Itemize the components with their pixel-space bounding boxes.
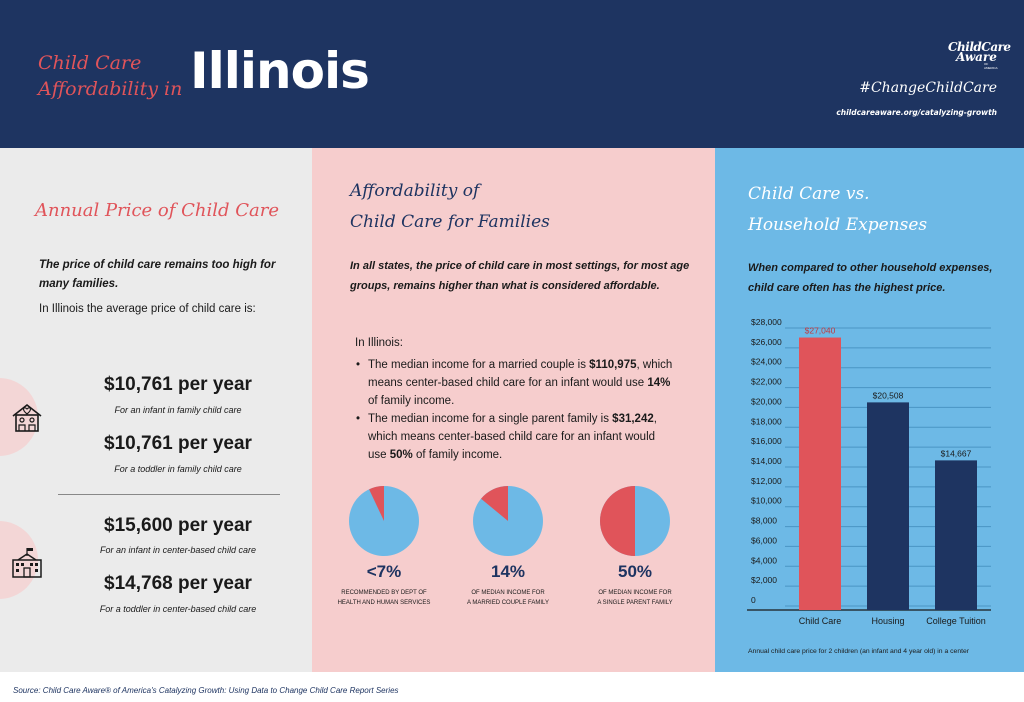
bar xyxy=(799,337,841,610)
data-label: $27,040 xyxy=(805,326,836,336)
price-infant-family: $10,761 per year xyxy=(104,374,252,395)
family-house-icon xyxy=(12,403,42,432)
annual-price-title: Annual Price of Child Care xyxy=(35,200,280,221)
source-citation: Source: Child Care Aware® of America's C… xyxy=(13,686,399,695)
childcare-aware-logo: ChildCare Aware OF AMERICA xyxy=(948,40,1011,70)
title-prefix-line1: Child Care xyxy=(38,52,142,74)
hashtag: #ChangeChildCare xyxy=(859,80,997,96)
y-tick-label: $28,000 xyxy=(751,317,782,327)
bar xyxy=(867,402,909,610)
y-tick-label: $18,000 xyxy=(751,416,782,426)
x-tick-label: College Tuition xyxy=(926,616,986,626)
footer: Source: Child Care Aware® of America's C… xyxy=(0,672,1024,702)
pie-single-label: 50% xyxy=(617,562,653,581)
married-income: $110,975 xyxy=(589,359,637,371)
pie-recommended-label: <7% xyxy=(366,562,402,581)
y-tick-label: $12,000 xyxy=(751,476,782,486)
affordability-title: Affordability of Child Care for Families xyxy=(350,176,550,238)
y-tick-label: 0 xyxy=(751,595,756,605)
annual-price-panel: Annual Price of Child Care The price of … xyxy=(0,148,312,672)
y-tick-label: $24,000 xyxy=(751,357,782,367)
income-bullets: The median income for a married couple i… xyxy=(356,356,676,464)
household-expenses-lead: When compared to other household expense… xyxy=(748,262,993,294)
title-prefix: Child Care Affordability in xyxy=(38,50,182,102)
price-infant-family-desc: For an infant in family child care xyxy=(114,405,242,415)
single-pct: 50% xyxy=(389,449,413,461)
pie-single-caption: OF MEDIAN INCOME FOR A SINGLE PARENT FAMI… xyxy=(597,590,673,606)
y-tick-label: $4,000 xyxy=(751,555,777,565)
bar xyxy=(935,460,977,610)
list-item: The median income for a single parent fa… xyxy=(356,410,676,464)
household-expenses-panel: Child Care vs. Household Expenses When c… xyxy=(715,148,1024,672)
price-infant-center-desc: For an infant in center-based child care xyxy=(100,545,256,555)
pie-slice xyxy=(600,486,635,556)
price-toddler-family-desc: For a toddler in family child care xyxy=(114,464,242,474)
annual-price-lead: The price of child care remains too high… xyxy=(39,259,276,290)
in-state-label: In Illinois: xyxy=(355,337,403,349)
divider xyxy=(58,494,280,495)
chart-note: Annual child care price for 2 children (… xyxy=(748,648,970,655)
married-pct: 14% xyxy=(647,377,671,389)
y-tick-label: $20,000 xyxy=(751,396,782,406)
pie-recommended xyxy=(349,486,419,556)
y-tick-label: $2,000 xyxy=(751,575,777,585)
pie-married-label: 14% xyxy=(490,562,526,581)
affordability-panel: Affordability of Child Care for Families… xyxy=(312,148,715,672)
price-infant-center: $15,600 per year xyxy=(104,515,252,536)
y-tick-label: $14,000 xyxy=(751,456,782,466)
site-url[interactable]: childcareaware.org/catalyzing-growth xyxy=(836,108,997,117)
household-expenses-title-line2: Household Expenses xyxy=(748,215,928,235)
pie-slice xyxy=(369,486,384,521)
y-tick-label: $16,000 xyxy=(751,436,782,446)
price-toddler-center-desc: For a toddler in center-based child care xyxy=(99,604,257,614)
affordability-lead: In all states, the price of child care i… xyxy=(350,260,690,292)
affordability-title-line2: Child Care for Families xyxy=(350,212,550,232)
x-tick-label: Housing xyxy=(871,616,904,626)
y-tick-label: $10,000 xyxy=(751,496,782,506)
household-expenses-title-line1: Child Care vs. xyxy=(748,184,870,204)
single-income: $31,242 xyxy=(612,413,654,425)
data-label: $20,508 xyxy=(873,390,904,400)
data-label: $14,667 xyxy=(941,448,972,458)
list-item: The median income for a married couple i… xyxy=(356,356,676,410)
y-tick-label: $26,000 xyxy=(751,337,782,347)
y-tick-label: $8,000 xyxy=(751,516,777,526)
pie-married xyxy=(473,486,543,556)
price-toddler-center: $14,768 per year xyxy=(104,573,252,594)
pie-recommended-caption: RECOMMENDED BY DEPT OF HEALTH AND HUMAN S… xyxy=(337,590,431,606)
pie-slice xyxy=(481,486,508,521)
y-tick-label: $6,000 xyxy=(751,535,777,545)
title-prefix-line2: Affordability in xyxy=(38,78,183,100)
pie-single xyxy=(600,486,670,556)
price-toddler-family: $10,761 per year xyxy=(104,433,252,454)
affordability-title-line1: Affordability of xyxy=(350,181,480,201)
y-tick-label: $22,000 xyxy=(751,377,782,387)
x-tick-label: Child Care xyxy=(799,616,842,626)
pie-married-caption: OF MEDIAN INCOME FOR A MARRIED COUPLE FAM… xyxy=(467,590,549,606)
household-expenses-title: Child Care vs. Household Expenses xyxy=(748,179,927,241)
school-building-icon xyxy=(12,548,42,578)
state-title: Illinois xyxy=(190,42,370,100)
header-banner: Child Care Affordability in Illinois Chi… xyxy=(0,0,1024,148)
annual-price-intro: In Illinois the average price of child c… xyxy=(39,303,256,315)
expenses-bar-chart: 0 $2,000 $4,000 $6,000 $8,000 $10,000 $12,000 $… xyxy=(747,317,991,626)
